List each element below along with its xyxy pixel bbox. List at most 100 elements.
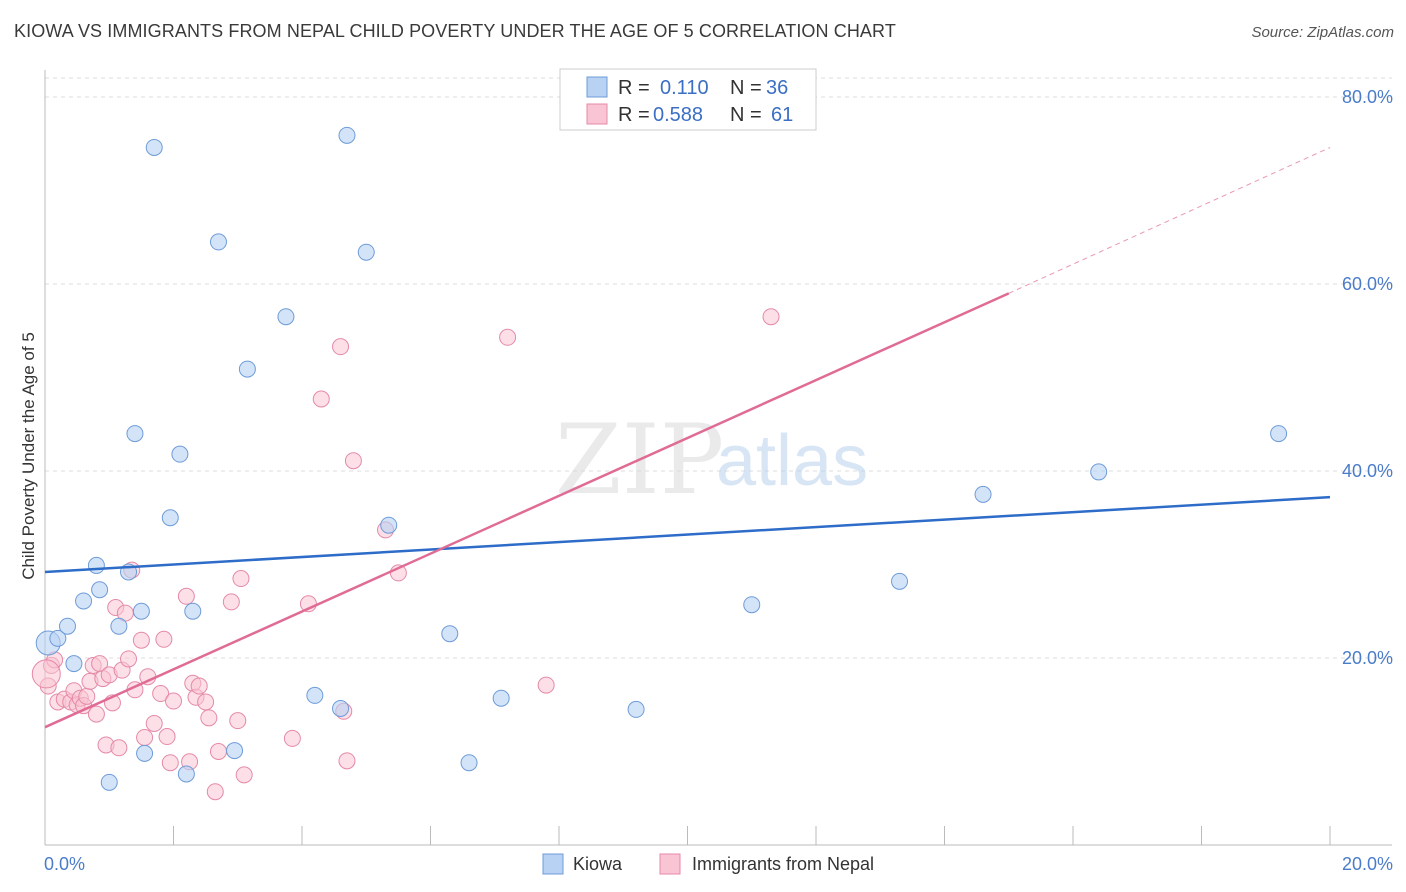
kiowa-point [100,773,118,791]
legend-swatch-nepal [586,103,608,125]
y-tick-label: 20.0% [1342,648,1393,668]
nepal-point [200,709,218,727]
nepal-point [132,631,150,649]
kiowa-point [209,233,227,251]
kiowa-point [65,655,83,673]
legend-n-label-kiowa: N = [730,77,762,99]
legend-n-kiowa: 36 [766,77,788,99]
nepal-point [537,676,555,694]
nepal-point [232,570,250,588]
nepal-point [152,685,170,703]
nepal-point [136,728,154,746]
bottom-legend-swatch-nepal [659,853,681,875]
kiowa-point [891,572,909,590]
nepal-point [145,714,163,732]
kiowa-point [743,596,761,614]
kiowa-point [357,243,375,261]
nepal-point [283,729,301,747]
watermark-atlas: atlas [716,421,868,501]
legend-r-label-nepal: R = [618,104,650,126]
nepal-point [338,752,356,770]
bottom-legend-swatch-kiowa [542,853,564,875]
source-label: Source: ZipAtlas.com [1251,24,1394,41]
nepal-point [155,630,173,648]
y-tick-label: 40.0% [1342,461,1393,481]
legend-n-nepal: 61 [771,104,793,126]
kiowa-point [627,700,645,718]
nepal-point [344,452,362,470]
kiowa-point [132,602,150,620]
nepal-point [110,739,128,757]
nepal-point [161,754,179,772]
bottom-legend-label-nepal: Immigrants from Nepal [692,854,874,874]
legend: R = 0.110 N = 36 R = 0.588 N = 61 [559,68,817,131]
kiowa-point [1090,463,1108,481]
nepal-point [78,687,96,705]
kiowa-point [974,485,992,503]
nepal-point [332,338,350,356]
nepal-point [120,650,138,668]
kiowa-point [306,686,324,704]
legend-r-nepal: 0.588 [653,104,703,126]
nepal-point [209,743,227,760]
kiowa-point [87,556,105,574]
y-tick-label: 80.0% [1342,87,1393,107]
nepal-trend-line [44,292,1010,729]
y-tick-label: 60.0% [1342,274,1393,294]
kiowa-point [338,126,356,144]
nepal-point [158,728,176,746]
kiowa-point [226,742,244,760]
nepal-point [190,677,208,695]
legend-r-kiowa: 0.110 [660,77,709,99]
nepal-point [197,693,215,711]
nepal-trend-extension [1008,147,1331,294]
kiowa-trend-line [44,495,1331,574]
trend-lines [44,147,1331,729]
x-axis-ticks [44,826,1331,845]
x-tick-label-min: 0.0% [44,854,85,874]
y-axis-label: Child Poverty Under the Age of 5 [19,332,38,580]
kiowa-point [1270,425,1288,443]
nepal-point [31,659,61,689]
kiowa-point [441,625,459,643]
kiowa-point [145,138,163,156]
legend-r-label-kiowa: R = [618,77,650,99]
kiowa-point [136,744,154,762]
kiowa-point [75,592,93,610]
axes [44,70,1392,846]
kiowa-point [332,699,350,717]
watermark: ZIP atlas [555,404,868,516]
kiowa-point [177,765,195,783]
nepal-point [206,783,224,801]
kiowa-point [184,602,202,620]
nepal-point [177,587,195,605]
kiowa-point [58,617,76,635]
kiowa-point [171,445,189,463]
nepal-point [762,308,780,326]
nepal-point [165,692,182,710]
kiowa-point [492,689,510,707]
bottom-legend-label-kiowa: Kiowa [573,854,623,874]
nepal-point [499,328,517,346]
series-nepal-points [31,308,780,801]
nepal-point [222,593,240,611]
kiowa-point [161,509,179,527]
nepal-point [312,390,330,408]
x-tick-label-max: 20.0% [1342,854,1393,874]
y-tick-labels: 20.0% 40.0% 60.0% 80.0% [1342,87,1393,668]
nepal-point [235,766,253,784]
kiowa-point [380,516,398,534]
kiowa-point [460,754,478,772]
kiowa-point [110,617,128,635]
nepal-point [87,705,105,723]
bottom-legend: Kiowa Immigrants from Nepal [542,853,874,875]
nepal-point [229,712,247,730]
kiowa-point [49,629,67,647]
chart-title: KIOWA VS IMMIGRANTS FROM NEPAL CHILD POV… [14,21,896,41]
kiowa-point [91,581,109,599]
kiowa-point [277,308,295,326]
kiowa-point [238,360,256,378]
legend-n-label-nepal: N = [730,104,762,126]
legend-swatch-kiowa [586,76,608,98]
